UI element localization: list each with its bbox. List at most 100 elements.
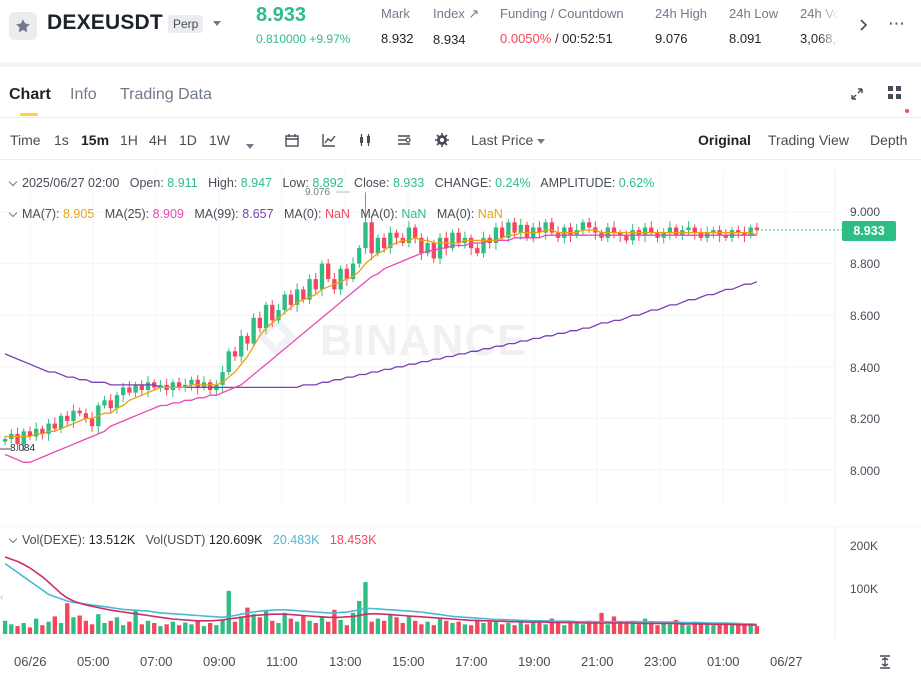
change-pct: +9.97% xyxy=(309,32,351,46)
volume-bar xyxy=(450,623,455,634)
volume-bar xyxy=(624,623,629,634)
interval-4h[interactable]: 4H xyxy=(149,132,167,148)
calendar-icon[interactable] xyxy=(284,132,300,148)
interval-15m[interactable]: 15m xyxy=(81,132,110,148)
volume-bar xyxy=(661,623,666,634)
volume-bar xyxy=(33,618,39,634)
view-original[interactable]: Original xyxy=(698,132,751,148)
volume-bar xyxy=(692,621,697,634)
indicator-icon[interactable] xyxy=(321,132,337,148)
interval-1s[interactable]: 1s xyxy=(54,132,69,148)
volume-bar xyxy=(723,624,729,634)
candle-body xyxy=(350,263,356,280)
change-abs: 0.810000 xyxy=(256,32,307,46)
ma-legend: MA(7): 8.905 MA(25): 8.909 MA(99): 8.657… xyxy=(8,207,503,221)
stat-value: 9.076 xyxy=(655,31,688,46)
vol-usdt-label: Vol(USDT) xyxy=(145,533,206,547)
candle-body xyxy=(388,232,393,249)
candle-body xyxy=(481,237,486,254)
scroll-to-latest-icon[interactable] xyxy=(877,654,893,670)
candle-body xyxy=(263,304,269,329)
vol-label: Vol(DEXE): xyxy=(22,533,86,547)
candle-body xyxy=(649,227,654,233)
volume-bar xyxy=(711,625,716,634)
price-source-select[interactable]: Last Price xyxy=(471,132,546,148)
candle-type-icon[interactable] xyxy=(357,132,373,148)
volume-bar xyxy=(133,609,138,634)
candle-body xyxy=(270,304,275,321)
volume-bar xyxy=(406,616,412,634)
stat-label: Index ↗ xyxy=(433,6,480,21)
volume-bar xyxy=(518,621,523,634)
candle-body xyxy=(618,232,623,236)
ma-value: NaN xyxy=(401,207,427,221)
ma-label: MA(99): xyxy=(194,207,239,221)
candle-body xyxy=(493,227,499,243)
volume-bar xyxy=(642,618,648,634)
favorite-button[interactable] xyxy=(9,12,37,40)
x-tick-label: 11:00 xyxy=(266,654,298,669)
candle-body xyxy=(673,227,679,236)
volume-bar xyxy=(164,624,169,634)
volume-bar xyxy=(444,620,449,634)
more-intervals-caret-icon[interactable] xyxy=(246,137,254,153)
stat-mark: Mark 8.932 xyxy=(381,6,414,46)
candle-body xyxy=(711,230,716,233)
ma-value: NaN xyxy=(324,207,350,221)
chevron-right-icon[interactable] xyxy=(856,18,870,32)
candle-body xyxy=(363,222,368,249)
tab-info[interactable]: Info xyxy=(70,86,97,103)
funding-countdown: / 00:52:51 xyxy=(551,31,613,46)
volume-bar xyxy=(475,619,480,634)
volume-bar xyxy=(549,618,555,634)
interval-1h[interactable]: 1H xyxy=(120,132,138,148)
low-value: 8.892 xyxy=(312,176,344,190)
x-tick-label: 09:00 xyxy=(203,654,236,669)
volume-bar xyxy=(375,618,381,634)
view-trading-view[interactable]: Trading View xyxy=(768,132,849,148)
volume-chart[interactable] xyxy=(0,526,921,638)
volume-bar xyxy=(139,624,144,634)
candle-body xyxy=(294,289,300,305)
volume-bar xyxy=(493,620,499,634)
stat-index[interactable]: Index ↗ 8.934 xyxy=(433,6,479,47)
symbol-name[interactable]: DEXEUSDT xyxy=(47,11,163,34)
volume-bar xyxy=(618,621,623,634)
collapse-chevron-icon[interactable] xyxy=(8,534,18,544)
candle-body xyxy=(276,310,281,321)
volume-bar xyxy=(183,622,188,634)
volume-bar xyxy=(350,612,356,634)
collapse-chevron-icon[interactable] xyxy=(8,208,18,218)
collapse-chevron-icon[interactable] xyxy=(8,177,18,187)
volume-bar xyxy=(425,621,430,634)
ma99-line xyxy=(4,281,758,389)
volume-bar xyxy=(555,621,561,634)
settings-gear-icon[interactable] xyxy=(434,132,450,148)
symbol-dropdown-caret-icon[interactable] xyxy=(213,21,221,26)
price-chart[interactable] xyxy=(0,170,921,505)
stat-label: Funding / Countdown xyxy=(500,6,624,21)
view-depth[interactable]: Depth xyxy=(870,132,908,148)
candle-body xyxy=(127,387,132,393)
volume-bar xyxy=(605,624,610,634)
candle-body xyxy=(394,232,399,238)
stat-label: 24h Low xyxy=(729,6,779,21)
volume-bar xyxy=(89,624,95,634)
interval-1d[interactable]: 1D xyxy=(179,132,197,148)
expand-icon[interactable] xyxy=(849,86,865,102)
layout-icon[interactable] xyxy=(886,84,904,102)
volume-bar xyxy=(96,614,101,634)
x-tick-label: 01:00 xyxy=(707,654,740,669)
funding-rate: 0.0050% xyxy=(500,31,552,46)
drawing-tools-icon[interactable] xyxy=(396,132,412,148)
candle-body xyxy=(89,418,95,427)
candle-body xyxy=(307,279,312,300)
tab-trading-data[interactable]: Trading Data xyxy=(120,86,212,103)
left-scroll-handle[interactable]: ‹ xyxy=(0,592,4,603)
more-options-icon[interactable]: ⋯ xyxy=(888,14,906,33)
vol-usdt-value: 120.609K xyxy=(208,533,263,547)
candle-body xyxy=(580,222,586,231)
x-tick-label: 06/27 xyxy=(770,654,803,669)
interval-1w[interactable]: 1W xyxy=(209,132,230,148)
tab-chart[interactable]: Chart xyxy=(9,86,51,103)
